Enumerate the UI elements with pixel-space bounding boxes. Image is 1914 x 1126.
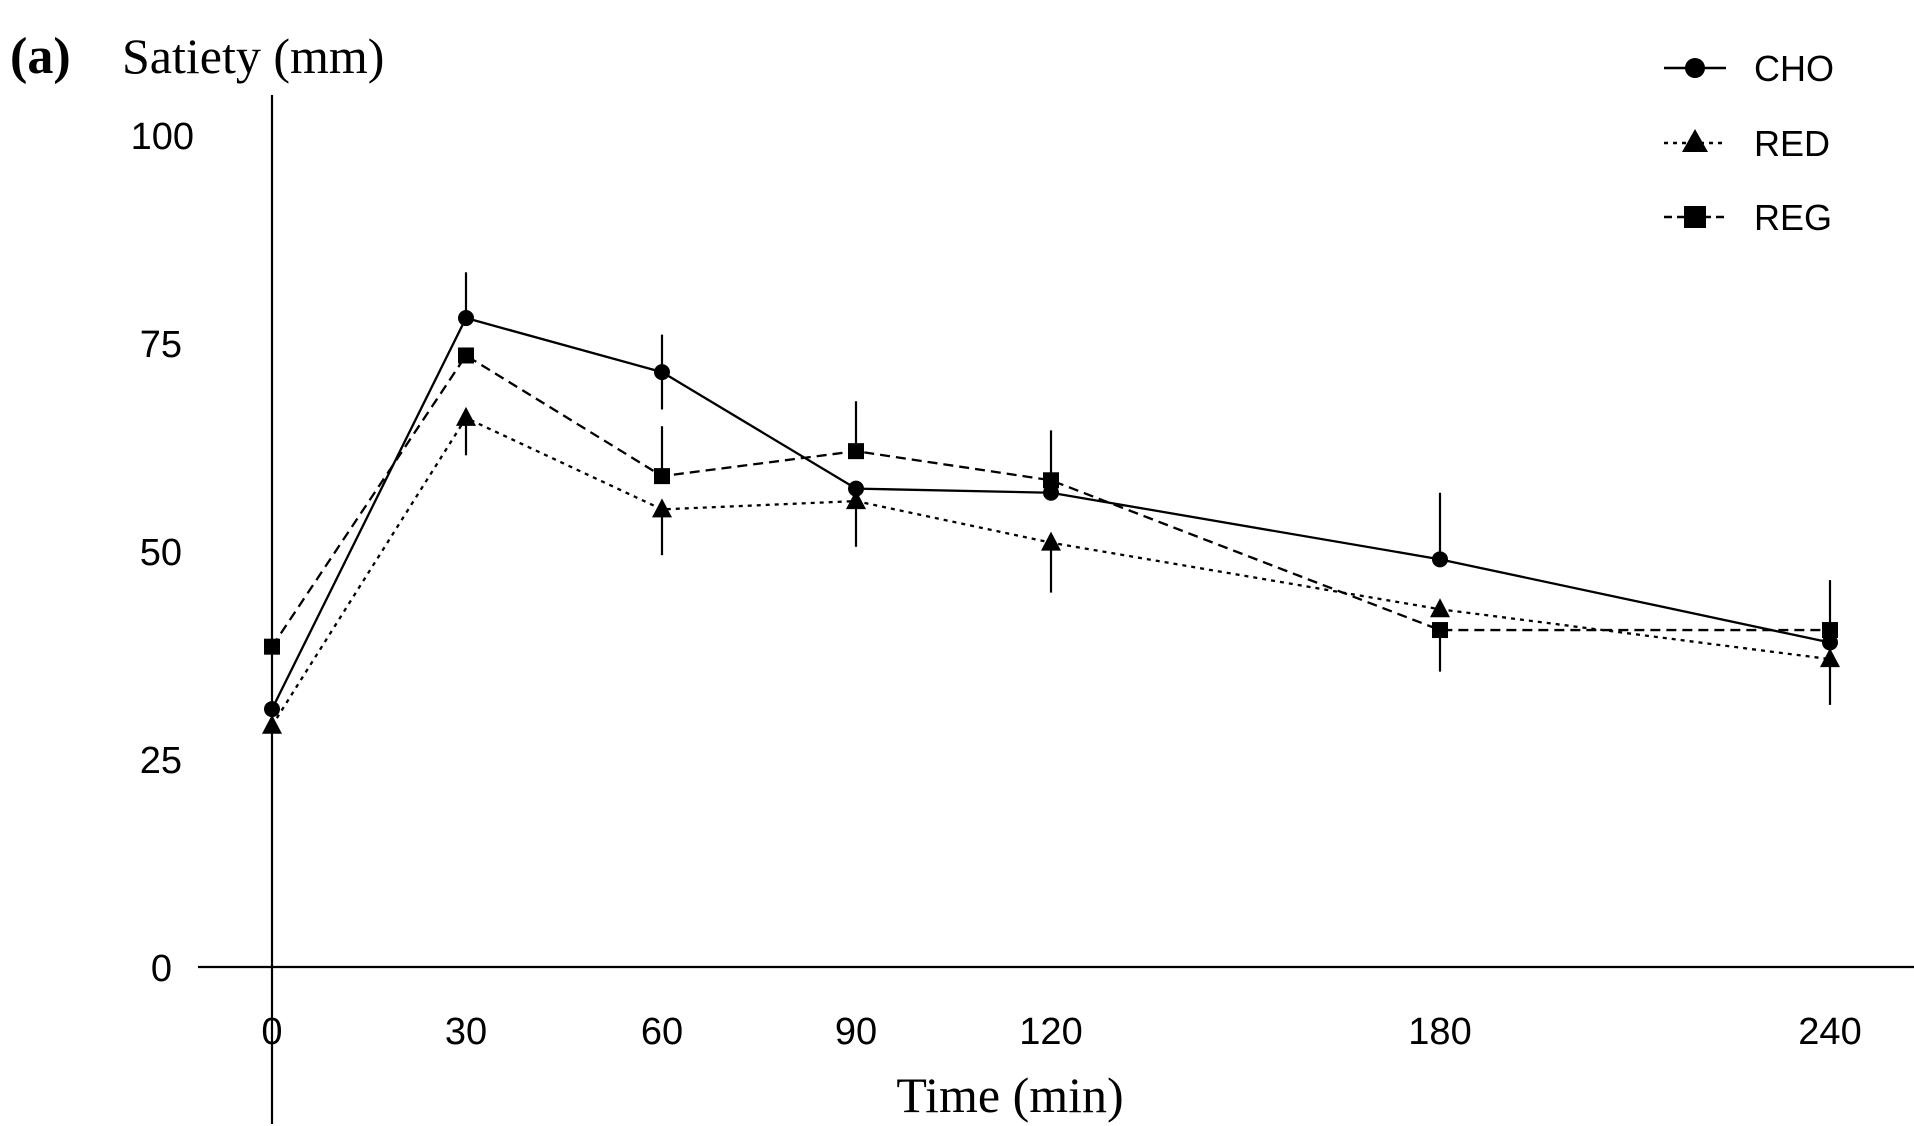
data-point-red bbox=[1430, 598, 1450, 618]
data-point-cho bbox=[654, 364, 670, 381]
data-point-reg bbox=[1822, 622, 1838, 639]
y-tick-label: 75 bbox=[140, 324, 182, 366]
x-tick-label: 240 bbox=[1798, 1011, 1861, 1053]
series-markers bbox=[262, 310, 1840, 734]
data-point-red bbox=[456, 406, 476, 426]
x-tick-label: 60 bbox=[641, 1011, 683, 1053]
data-point-cho bbox=[458, 310, 474, 327]
data-point-cho bbox=[848, 480, 864, 497]
series-lines bbox=[270, 316, 1831, 727]
data-point-red bbox=[262, 714, 282, 734]
y-tick-labels: 0 25 50 75 100 bbox=[131, 116, 194, 990]
data-point-red bbox=[1041, 531, 1061, 551]
data-point-cho bbox=[1043, 484, 1059, 501]
series-line-reg bbox=[271, 353, 1830, 648]
legend-entry-reg: REG bbox=[1664, 197, 1832, 238]
data-point-red bbox=[846, 490, 866, 510]
x-tick-label: 120 bbox=[1019, 1011, 1082, 1053]
legend-marker-reg bbox=[1684, 206, 1706, 228]
data-point-reg bbox=[458, 347, 474, 364]
panel-label: (a) bbox=[10, 28, 71, 85]
data-point-reg bbox=[1432, 622, 1448, 639]
data-point-cho bbox=[264, 701, 280, 718]
legend-label-reg: REG bbox=[1754, 197, 1832, 238]
y-tick-label: 100 bbox=[131, 116, 194, 158]
data-point-cho bbox=[1822, 634, 1838, 651]
y-tick-label: 25 bbox=[140, 740, 182, 782]
legend: CHO RED REG bbox=[1664, 48, 1834, 238]
legend-entry-red: RED bbox=[1664, 123, 1830, 164]
data-point-reg bbox=[264, 638, 280, 655]
y-tick-label: 0 bbox=[151, 948, 172, 990]
y-tick-label: 50 bbox=[140, 532, 182, 574]
error-bars bbox=[464, 272, 1832, 705]
legend-marker-cho bbox=[1685, 58, 1705, 78]
legend-entry-cho: CHO bbox=[1664, 48, 1834, 89]
data-point-reg bbox=[1043, 472, 1059, 489]
data-point-reg bbox=[654, 468, 670, 485]
series-line-cho bbox=[270, 316, 1831, 710]
x-tick-label: 0 bbox=[261, 1011, 282, 1053]
data-point-red bbox=[652, 498, 672, 518]
y-axis-title: Satiety (mm) bbox=[122, 28, 384, 84]
legend-label-red: RED bbox=[1754, 123, 1830, 164]
data-point-cho bbox=[1432, 551, 1448, 568]
x-tick-label: 180 bbox=[1408, 1011, 1471, 1053]
legend-label-cho: CHO bbox=[1754, 48, 1834, 89]
x-tick-labels: 0 30 60 90 120 180 240 bbox=[261, 1011, 1861, 1053]
legend-marker-red bbox=[1682, 129, 1708, 152]
x-axis-title: Time (min) bbox=[896, 1067, 1123, 1123]
data-point-reg bbox=[848, 443, 864, 460]
x-tick-label: 30 bbox=[445, 1011, 487, 1053]
data-point-red bbox=[1820, 648, 1840, 668]
x-tick-label: 90 bbox=[835, 1011, 877, 1053]
